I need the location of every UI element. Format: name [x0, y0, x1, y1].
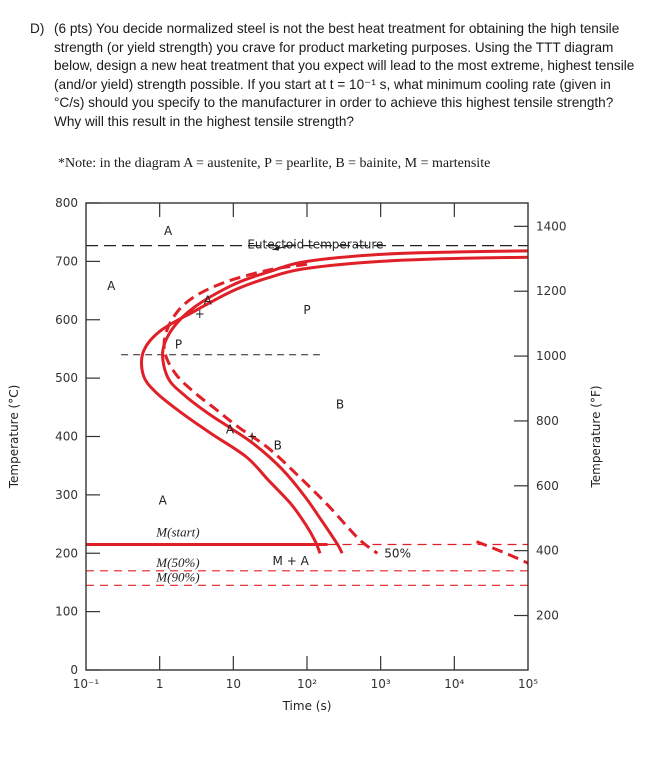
y-tick-label-left: 800: [55, 196, 78, 210]
eutectoid-label: Eutectoid temperature: [247, 238, 383, 252]
transformation-curve-50-percent: [475, 540, 529, 565]
y-tick-label-left: 500: [55, 371, 78, 385]
region-label: A: [164, 224, 173, 238]
y-tick-label-right: 1200: [536, 284, 567, 298]
x-tick-label: 10²: [297, 677, 317, 691]
y-tick-label-right: 800: [536, 414, 559, 428]
question-body: (6 pts) You decide normalized steel is n…: [54, 21, 635, 129]
y-axis-label-left: Temperature (°C): [7, 385, 21, 490]
x-tick-label: 1: [156, 677, 164, 691]
y-tick-label-left: 100: [55, 605, 78, 619]
x-tick-label: 10³: [371, 677, 391, 691]
region-label: P: [303, 303, 310, 317]
x-axis-label: Time (s): [282, 699, 332, 713]
y-tick-label-left: 200: [55, 546, 78, 560]
region-label: A: [226, 422, 235, 436]
region-label: A: [159, 494, 168, 508]
y-tick-label-right: 1400: [536, 219, 567, 233]
region-label: M + A: [273, 554, 310, 568]
eutectoid-arrow-head: [272, 244, 281, 251]
question-text: D) (6 pts) You decide normalized steel i…: [30, 20, 640, 132]
transformation-curve-50-percent: [162, 262, 379, 555]
x-tick-label: 10⁻¹: [73, 677, 100, 691]
region-label: +: [195, 307, 205, 321]
region-label: B: [274, 438, 282, 452]
x-tick-label: 10: [226, 677, 241, 691]
region-label: P: [175, 337, 182, 351]
y-tick-label-right: 600: [536, 479, 559, 493]
plot-frame: [85, 202, 529, 671]
martensite-label: M(start): [155, 524, 199, 539]
region-label: B: [336, 397, 344, 411]
y-axis-label-right: Temperature (°F): [589, 385, 603, 488]
y-tick-label-left: 300: [55, 488, 78, 502]
y-tick-label-left: 600: [55, 313, 78, 327]
region-label: 50%: [384, 546, 411, 560]
question-label: D): [30, 21, 45, 36]
region-label: +: [247, 430, 257, 444]
martensite-label: M(50%): [155, 555, 199, 570]
transformation-curve: [140, 255, 529, 554]
y-tick-label-left: 700: [55, 254, 78, 268]
region-label: A: [204, 293, 213, 307]
martensite-label: M(90%): [155, 569, 199, 584]
diagram-note: *Note: in the diagram A = austenite, P =…: [58, 156, 491, 171]
y-tick-label-right: 200: [536, 609, 559, 623]
y-tick-label-right: 400: [536, 544, 559, 558]
y-tick-label-right: 1000: [536, 349, 567, 363]
y-tick-label-left: 0: [70, 663, 78, 677]
region-label: A: [107, 279, 116, 293]
x-tick-label: 10⁵: [518, 677, 538, 691]
transformation-curve: [161, 249, 529, 554]
y-tick-label-left: 400: [55, 430, 78, 444]
x-tick-label: 10⁴: [444, 677, 464, 691]
